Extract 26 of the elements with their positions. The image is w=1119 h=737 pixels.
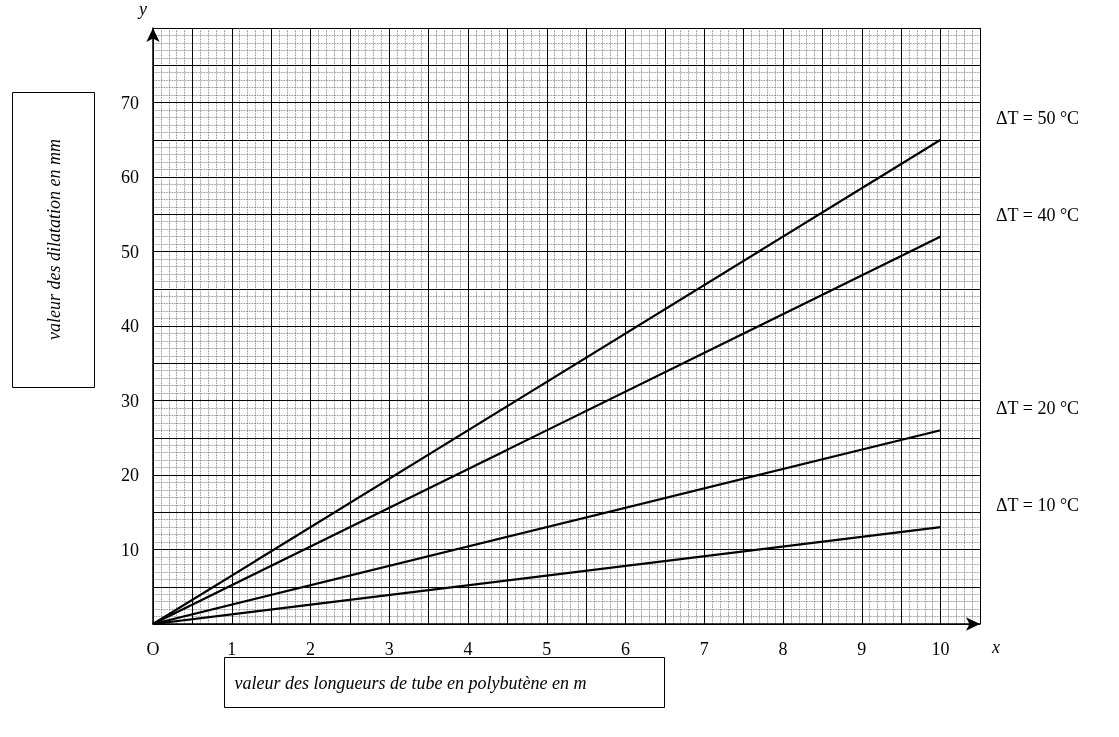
x-tick-label: O xyxy=(146,639,160,659)
x-tick-label: 9 xyxy=(857,639,867,659)
text: x xyxy=(991,637,1000,657)
text: ΔT = 50 °C xyxy=(996,107,1080,128)
x-tick-label: 7 xyxy=(699,639,709,659)
text: ΔT = 10 °C xyxy=(996,495,1080,516)
x-axis-title: valeur des longueurs de tube en polybutène en m xyxy=(234,672,587,693)
text: ΔT = 40 °C xyxy=(996,204,1080,225)
y-tick-label: 10 xyxy=(121,539,139,560)
x-tick-label: 3 xyxy=(384,639,394,659)
x-tick-label: 2 xyxy=(306,639,316,659)
y-tick-label: 60 xyxy=(121,167,139,187)
text: ΔT = 20 °C xyxy=(996,398,1080,419)
y-axis-title: valeur des dilatation en mm xyxy=(43,139,64,340)
x-tick-label: 5 xyxy=(542,639,552,659)
text: y xyxy=(137,0,147,19)
y-tick-label: 20 xyxy=(121,465,139,485)
x-tick-label: 6 xyxy=(621,639,631,659)
x-tick-label: 1 xyxy=(227,639,237,659)
y-tick-label: 40 xyxy=(121,316,139,336)
x-tick-label: 8 xyxy=(778,639,788,659)
y-tick-label: 30 xyxy=(121,390,139,411)
x-tick-label: 4 xyxy=(463,639,473,659)
x-tick-label: 10 xyxy=(931,639,950,659)
y-tick-label: 70 xyxy=(121,92,139,113)
y-tick-label: 50 xyxy=(121,241,139,262)
